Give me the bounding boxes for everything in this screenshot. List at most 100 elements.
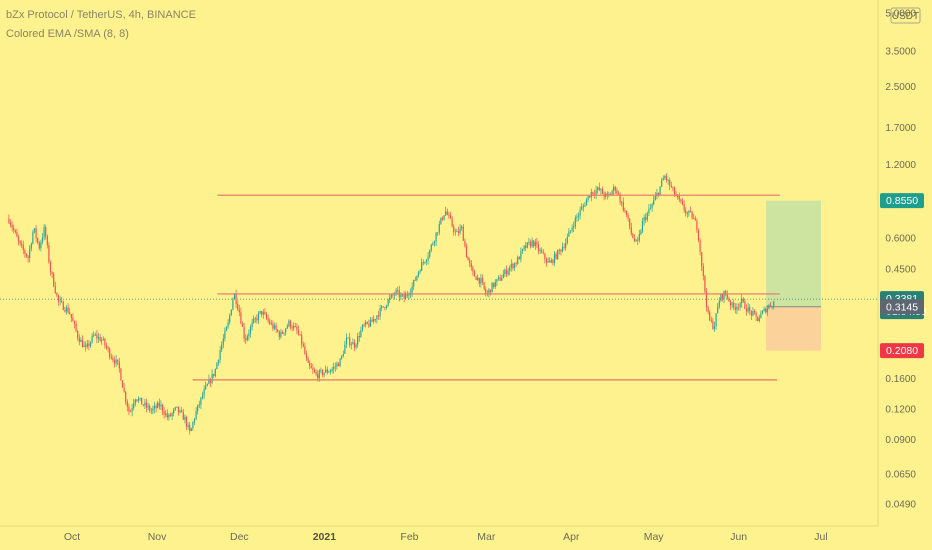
candle: [621, 201, 623, 207]
candle: [85, 341, 87, 352]
candle-body: [656, 192, 658, 197]
candle-body: [161, 404, 164, 412]
candle: [443, 215, 445, 221]
candle-body: [430, 244, 432, 251]
candle: [633, 234, 636, 243]
candle: [214, 368, 216, 378]
candle: [545, 257, 548, 267]
candle: [593, 189, 596, 199]
y-tick-label: 1.2000: [885, 160, 916, 171]
candle-body: [105, 345, 108, 348]
candle: [158, 398, 160, 410]
candle-body: [625, 210, 628, 216]
candle-body: [117, 359, 119, 362]
candle-body: [278, 331, 280, 337]
candle: [336, 361, 338, 370]
candle: [448, 211, 450, 219]
candle: [542, 249, 544, 255]
candle: [253, 315, 255, 324]
candle: [57, 294, 60, 306]
candle: [331, 366, 333, 373]
candle: [230, 309, 232, 316]
candle: [688, 209, 690, 217]
candle: [681, 197, 684, 206]
candle-body: [357, 336, 359, 345]
candle-body: [118, 361, 120, 369]
candle-body: [411, 286, 413, 293]
candle: [323, 372, 325, 378]
candle-body: [565, 242, 567, 248]
candle-body: [459, 228, 461, 234]
candle: [128, 403, 130, 416]
candle-body: [334, 366, 336, 368]
candle: [275, 322, 277, 333]
candle-body: [166, 413, 168, 418]
candle-body: [273, 325, 276, 329]
candle-body: [544, 253, 546, 260]
candle: [417, 270, 420, 278]
candle: [121, 380, 124, 388]
candle-body: [22, 245, 24, 250]
candle: [153, 401, 156, 414]
candle-body: [481, 278, 484, 283]
candle: [304, 342, 306, 355]
y-tick-label: 0.0900: [885, 435, 916, 446]
y-tick-label: 2.5000: [885, 82, 916, 93]
candle-body: [33, 228, 36, 232]
candle: [273, 322, 276, 331]
candle-body: [457, 231, 460, 234]
candle: [624, 207, 626, 213]
candle: [744, 299, 746, 310]
candle-body: [558, 249, 560, 251]
candle-body: [433, 241, 436, 244]
candle: [369, 316, 372, 327]
candle: [107, 345, 109, 353]
candle: [355, 343, 357, 350]
candle: [25, 253, 28, 258]
candle: [205, 381, 207, 391]
candle-body: [342, 353, 344, 356]
candle-body: [182, 411, 184, 420]
candle-body: [624, 210, 626, 211]
candle-body: [541, 250, 543, 253]
candle: [69, 308, 71, 315]
x-tick-label: Nov: [148, 531, 167, 543]
candle-body: [406, 294, 408, 296]
candle-body: [245, 338, 247, 341]
candle-body: [358, 336, 360, 338]
candle-body: [432, 243, 434, 245]
candle-body: [147, 406, 149, 408]
candle: [760, 310, 762, 319]
candle-body: [709, 312, 711, 321]
candle: [112, 355, 114, 363]
candle-body: [539, 250, 541, 252]
candle-body: [203, 389, 205, 396]
candle-body: [197, 404, 199, 412]
candle-body: [219, 350, 221, 360]
candle-body: [584, 205, 586, 207]
candle: [341, 354, 343, 360]
candle-body: [350, 344, 352, 346]
candle-body: [534, 241, 536, 247]
candle-body: [736, 307, 738, 310]
candle-body: [702, 266, 704, 277]
candle: [353, 339, 356, 352]
candle: [765, 307, 767, 314]
candle-body: [285, 328, 287, 333]
candle-body: [256, 318, 258, 321]
indicator-label[interactable]: Colored EMA /SMA (8, 8): [6, 28, 129, 40]
candle-body: [654, 196, 656, 201]
candle: [297, 325, 300, 336]
candle: [371, 317, 373, 322]
candle-body: [438, 223, 440, 233]
candle: [736, 303, 738, 315]
candle: [99, 333, 101, 342]
candle-body: [416, 275, 418, 281]
candle-body: [669, 180, 671, 186]
candle-body: [637, 239, 639, 241]
candle-body: [465, 245, 468, 258]
candle: [403, 290, 405, 303]
candle-body: [408, 294, 410, 296]
